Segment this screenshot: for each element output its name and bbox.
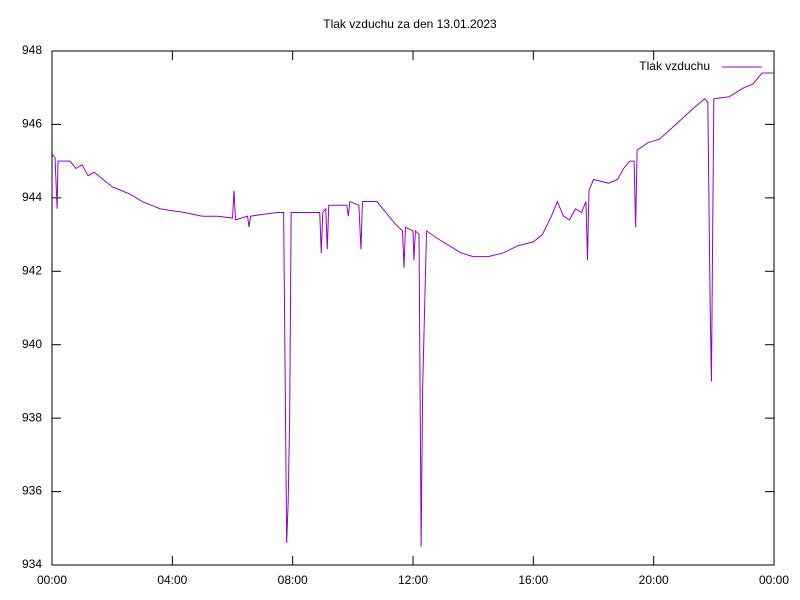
y-tick-label: 946 xyxy=(22,117,42,131)
data-line xyxy=(51,72,774,547)
y-tick-label: 936 xyxy=(22,484,42,498)
y-tick-label: 938 xyxy=(22,410,42,424)
y-tick-label: 948 xyxy=(22,43,42,57)
y-tick-label: 934 xyxy=(22,557,42,571)
x-tick-label: 12:00 xyxy=(398,573,428,587)
y-tick-label: 940 xyxy=(22,337,42,351)
legend-label: Tlak vzduchu xyxy=(639,59,710,73)
y-tick-label: 944 xyxy=(22,190,42,204)
y-tick-label: 942 xyxy=(22,263,42,277)
x-tick-label: 00:00 xyxy=(759,573,789,587)
x-tick-label: 00:00 xyxy=(37,573,67,587)
x-tick-label: 08:00 xyxy=(278,573,308,587)
x-tick-label: 20:00 xyxy=(639,573,669,587)
chart-title: Tlak vzduchu za den 13.01.2023 xyxy=(323,17,497,31)
x-tick-label: 16:00 xyxy=(518,573,548,587)
x-tick-label: 04:00 xyxy=(157,573,187,587)
